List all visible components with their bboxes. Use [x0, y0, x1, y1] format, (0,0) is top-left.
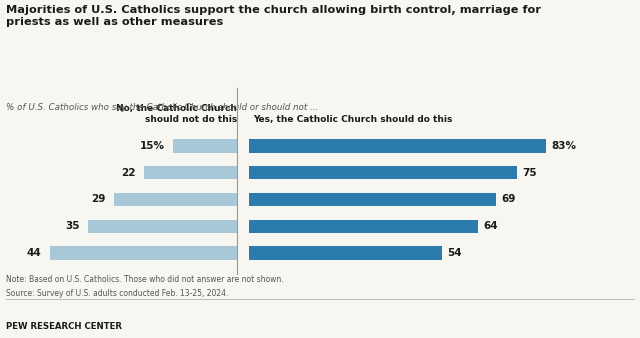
Bar	[88, 219, 237, 233]
Text: 29: 29	[91, 194, 106, 204]
Text: 15%: 15%	[140, 141, 165, 151]
Text: 54: 54	[447, 248, 462, 258]
Text: Note: Based on U.S. Catholics. Those who did not answer are not shown.: Note: Based on U.S. Catholics. Those who…	[6, 275, 284, 285]
Text: Source: Survey of U.S. adults conducted Feb. 13-25, 2024.: Source: Survey of U.S. adults conducted …	[6, 289, 228, 298]
Text: 44: 44	[27, 248, 42, 258]
Bar	[173, 139, 237, 152]
Bar	[250, 166, 517, 179]
Text: Yes, the Catholic Church should do this: Yes, the Catholic Church should do this	[253, 115, 452, 124]
Bar	[114, 193, 237, 206]
Text: 75: 75	[522, 168, 537, 178]
Bar	[50, 246, 237, 260]
Text: 83%: 83%	[551, 141, 576, 151]
Text: 64: 64	[483, 221, 498, 231]
Bar	[250, 139, 545, 152]
Text: Majorities of U.S. Catholics support the church allowing birth control, marriage: Majorities of U.S. Catholics support the…	[6, 5, 541, 27]
Text: 35: 35	[65, 221, 80, 231]
Bar	[250, 246, 442, 260]
Text: 69: 69	[501, 194, 515, 204]
Text: 22: 22	[121, 168, 135, 178]
Text: PEW RESEARCH CENTER: PEW RESEARCH CENTER	[6, 322, 122, 331]
Bar	[250, 219, 477, 233]
Bar	[250, 193, 495, 206]
Bar	[143, 166, 237, 179]
Text: % of U.S. Catholics who say the Catholic Church should or should not ...: % of U.S. Catholics who say the Catholic…	[6, 103, 319, 112]
Text: No, the Catholic Church
should not do this: No, the Catholic Church should not do th…	[116, 104, 237, 124]
